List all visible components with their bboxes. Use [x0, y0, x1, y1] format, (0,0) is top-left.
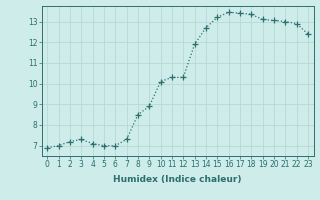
X-axis label: Humidex (Indice chaleur): Humidex (Indice chaleur)	[113, 175, 242, 184]
